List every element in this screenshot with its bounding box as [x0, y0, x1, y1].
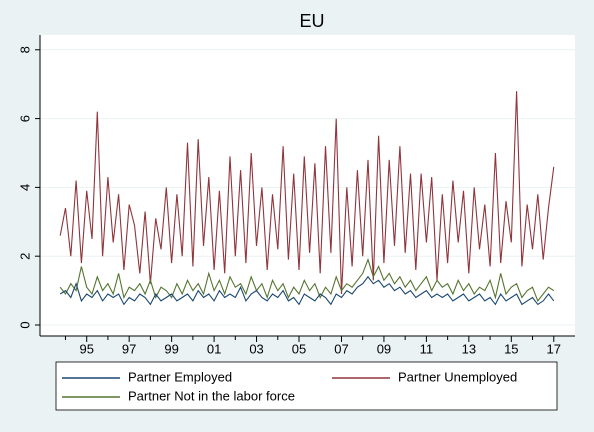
legend-box	[55, 361, 558, 411]
x-tick-label: 99	[164, 341, 178, 356]
x-tick-label: 15	[504, 341, 518, 356]
x-tick-label: 13	[462, 341, 476, 356]
y-tick-label: 4	[17, 184, 32, 191]
legend-label: Partner Unemployed	[398, 369, 517, 384]
x-tick-label: 97	[122, 341, 136, 356]
x-tick-label: 95	[79, 341, 93, 356]
x-tick-label: 07	[334, 341, 348, 356]
plot-area	[40, 35, 575, 336]
y-tick-label: 6	[17, 115, 32, 122]
series-line	[59, 275, 555, 306]
x-tick-label: 03	[249, 341, 263, 356]
x-tick-label: 09	[377, 341, 391, 356]
series-line	[59, 257, 555, 303]
chart-title: EU	[299, 11, 324, 31]
x-tick-label: 05	[292, 341, 306, 356]
series-line	[59, 91, 555, 295]
y-tick-label: 8	[17, 46, 32, 53]
x-tick-label: 11	[420, 341, 434, 356]
x-tick-label: 17	[547, 341, 561, 356]
y-tick-label: 2	[17, 253, 32, 260]
x-tick-label: 01	[207, 341, 221, 356]
legend-label: Partner Employed	[128, 369, 232, 384]
legend-label: Partner Not in the labor force	[128, 388, 295, 403]
y-tick-label: 0	[17, 321, 32, 328]
